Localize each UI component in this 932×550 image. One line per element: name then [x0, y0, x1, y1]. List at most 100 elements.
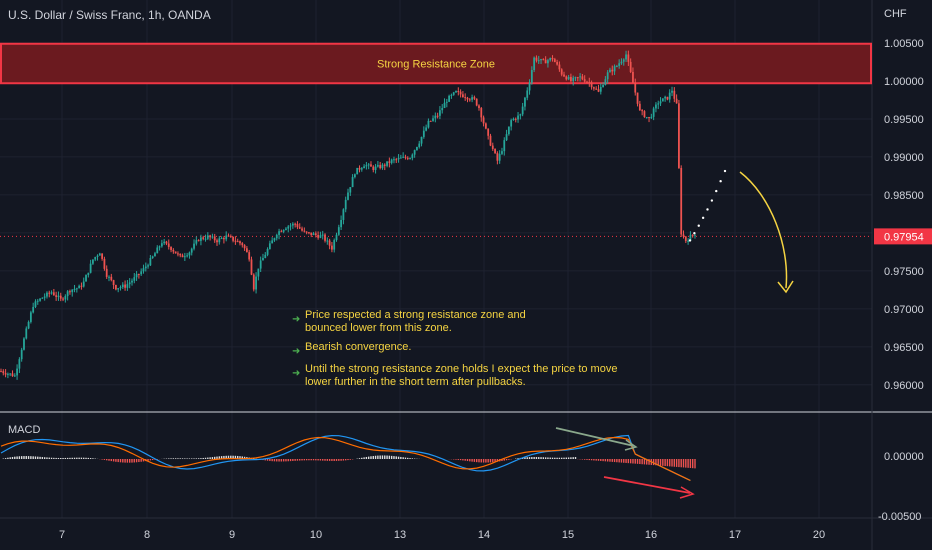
- candle-body: [216, 240, 218, 243]
- candle-body: [452, 92, 455, 95]
- candle-body: [464, 97, 467, 99]
- candle-body: [498, 153, 501, 161]
- candle-body: [220, 238, 223, 240]
- candle-body: [46, 292, 48, 297]
- candle-body: [579, 76, 581, 78]
- candle-body: [112, 280, 115, 285]
- candle-body: [96, 255, 99, 257]
- candle-body: [147, 265, 149, 267]
- time-tick-label: 15: [562, 529, 574, 541]
- candle-body: [289, 225, 292, 227]
- candle-body: [625, 54, 627, 60]
- macd-label: MACD: [8, 424, 41, 436]
- price-tick-label: 1.00500: [884, 38, 924, 50]
- candle-body: [232, 236, 234, 241]
- candle-body: [181, 255, 184, 258]
- current-price-label: 0.97954: [884, 231, 924, 243]
- candle-body: [43, 296, 46, 298]
- candle-body: [409, 158, 411, 160]
- candle-body: [62, 298, 64, 300]
- candle-body: [92, 259, 94, 264]
- candle-body: [611, 69, 614, 72]
- candle-body: [48, 292, 51, 294]
- annotation-bullet-icon: ➜: [292, 346, 300, 357]
- candle-body: [342, 209, 345, 220]
- candle-body: [583, 79, 586, 82]
- candle-body: [167, 243, 170, 247]
- candle-body: [344, 199, 347, 210]
- candle-body: [151, 256, 154, 258]
- candle-body: [439, 110, 441, 116]
- candle-body: [296, 223, 299, 228]
- projection-dot: [723, 169, 727, 173]
- candle-body: [599, 87, 602, 92]
- candle-body: [356, 167, 359, 175]
- candle-body: [494, 148, 496, 154]
- candle-body: [324, 234, 326, 241]
- candle-body: [678, 103, 680, 168]
- candles: [0, 50, 696, 380]
- candle-body: [202, 237, 205, 239]
- candle-body: [597, 89, 600, 92]
- candle-body: [615, 65, 618, 67]
- candle-body: [558, 64, 561, 70]
- candle-body: [174, 251, 177, 254]
- macd-panel: [0, 427, 696, 499]
- candle-body: [179, 253, 182, 256]
- candle-body: [606, 72, 609, 80]
- candle-body: [301, 228, 303, 231]
- candle-body: [592, 87, 595, 89]
- candle-body: [466, 97, 469, 100]
- candle-body: [353, 174, 356, 178]
- candle-body: [280, 231, 283, 233]
- candle-body: [367, 164, 370, 166]
- candle-body: [20, 349, 23, 360]
- candle-body: [524, 97, 526, 107]
- candle-body: [462, 94, 464, 98]
- price-tick-label: 0.99000: [884, 152, 924, 164]
- candle-body: [374, 166, 377, 171]
- candle-body: [349, 187, 352, 193]
- candle-body: [652, 108, 655, 117]
- candle-body: [434, 115, 437, 119]
- time-tick-label: 10: [310, 529, 322, 541]
- candle-body: [128, 282, 131, 285]
- candle-body: [487, 128, 490, 136]
- candle-body: [586, 81, 588, 83]
- candle-body: [604, 79, 607, 86]
- candle-body: [443, 102, 446, 109]
- candle-body: [314, 233, 317, 235]
- candle-body: [540, 59, 542, 61]
- candle-body: [574, 77, 577, 79]
- candle-body: [29, 312, 32, 322]
- price-tick-label: 0.97500: [884, 266, 924, 278]
- candle-body: [602, 85, 604, 88]
- candle-body: [418, 143, 421, 148]
- candle-body: [459, 91, 462, 95]
- candle-body: [521, 106, 524, 115]
- candle-body: [255, 276, 257, 290]
- candle-body: [195, 240, 198, 244]
- candle-body: [335, 234, 338, 241]
- candle-body: [609, 69, 611, 73]
- candle-body: [347, 192, 349, 200]
- candle-body: [13, 375, 16, 377]
- candle-body: [321, 234, 324, 236]
- candle-body: [629, 61, 632, 72]
- candle-body: [372, 166, 375, 171]
- candle-body: [636, 92, 639, 104]
- candle-body: [448, 95, 451, 102]
- candle-body: [271, 240, 274, 244]
- candle-body: [126, 284, 129, 288]
- time-tick-label: 7: [59, 529, 65, 541]
- candle-body: [23, 338, 25, 350]
- candle-body: [643, 111, 646, 118]
- candle-body: [298, 227, 301, 229]
- candle-body: [69, 291, 71, 293]
- candle-body: [245, 248, 248, 253]
- candle-body: [227, 235, 230, 237]
- candle-body: [110, 276, 113, 281]
- candle-body: [50, 292, 53, 294]
- candle-body: [553, 59, 556, 63]
- candle-body: [420, 136, 423, 144]
